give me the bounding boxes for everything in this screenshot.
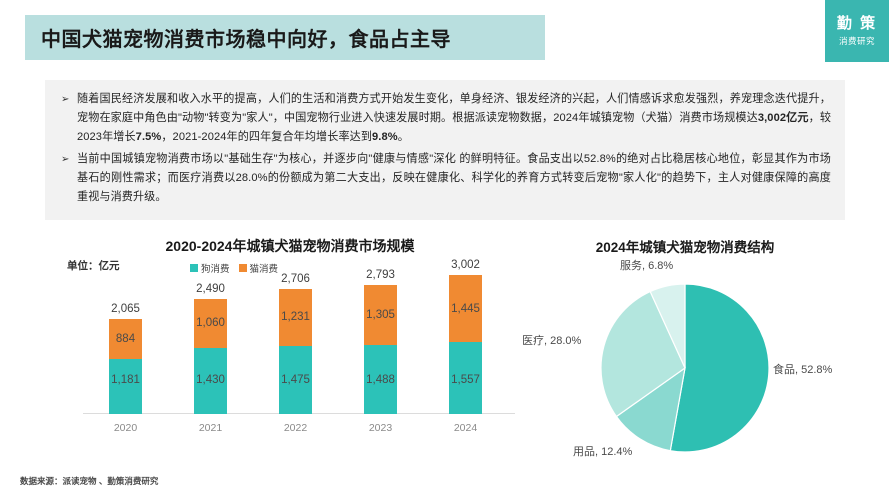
summary-text-box: ➢ 随着国民经济发展和收入水平的提高，人们的生活和消费方式开始发生变化，单身经济… (45, 80, 845, 220)
pie-label-supplies: 用品, 12.4% (573, 446, 633, 458)
legend-item-dog: 狗消费 (190, 261, 230, 275)
source-note: 数据来源：派读宠物 、勤策消费研究 (20, 476, 159, 486)
legend-swatch-cat (238, 264, 247, 272)
legend-item-cat: 猫消费 (238, 261, 279, 275)
pie-label-medical: 医疗, 28.0% (522, 335, 582, 347)
x-axis-label: 2024 (453, 422, 478, 434)
bar-total-label: 2,793 (366, 268, 395, 281)
bar-column: 2,706 1,231 1,475 2022 (253, 267, 338, 434)
bullet-arrow-icon: ➢ (61, 154, 70, 165)
legend-label-cat: 猫消费 (249, 264, 279, 275)
bar-segment-cat: 1,231 (279, 288, 312, 346)
x-axis-label: 2023 (368, 422, 393, 434)
bar-segment-label-cat: 1,305 (366, 309, 395, 322)
bar-chart-panel: 2020-2024年城镇犬猫宠物消费市场规模 单位：亿元 狗消费 猫消费 2,0… (55, 228, 515, 468)
bullet-text: 当前中国城镇宠物消费市场以"基础生存"为核心，并逐步向"健康与情感"深化 的鲜明… (77, 153, 831, 203)
bar-stack: 1,060 1,430 (194, 298, 227, 414)
bar-chart-title: 2020-2024年城镇犬猫宠物消费市场规模 (165, 238, 415, 254)
bar-segment-dog: 1,430 (194, 347, 227, 414)
bullet-arrow-icon: ➢ (61, 94, 70, 105)
pie-chart-title: 2024年城镇犬猫宠物消费结构 (595, 240, 775, 255)
bar-segment-label-cat: 1,231 (281, 311, 310, 324)
pie-chart-panel: 2024年城镇犬猫宠物消费结构 食品, 52.8% 医疗, 28.0% 用品, … (520, 228, 889, 478)
bar-stack: 1,445 1,557 (449, 275, 482, 414)
pie-label-food: 食品, 52.8% (773, 364, 833, 376)
bar-segment-cat: 1,060 (194, 298, 227, 348)
x-axis-label: 2020 (113, 422, 138, 434)
bar-segment-dog: 1,557 (449, 342, 482, 414)
bar-stack: 884 1,181 (109, 318, 142, 414)
bar-total-label: 2,490 (196, 282, 225, 295)
bar-column: 2,065 884 1,181 2020 (83, 297, 168, 434)
bar-segment-cat: 1,445 (449, 275, 482, 342)
bar-total-label: 2,706 (281, 272, 310, 285)
page-title: 中国犬猫宠物消费市场稳中向好，食品占主导 (41, 29, 451, 51)
bar-total-label: 3,002 (451, 259, 480, 272)
bullet-text: 随着国民经济发展和收入水平的提高，人们的生活和消费方式开始发生变化，单身经济、银… (77, 93, 832, 143)
bar-stack: 1,231 1,475 (279, 288, 312, 414)
bar-chart-unit-label: 单位：亿元 (67, 260, 120, 272)
pie-label-service: 服务, 6.8% (620, 260, 674, 272)
bar-segment-cat: 884 (109, 318, 142, 360)
x-axis-label: 2022 (283, 422, 308, 434)
bar-stack: 1,305 1,488 (364, 284, 397, 414)
bar-segment-label-cat: 1,445 (451, 302, 480, 315)
bar-segment-cat: 1,305 (364, 284, 397, 346)
bullet-item: ➢ 当前中国城镇宠物消费市场以"基础生存"为核心，并逐步向"健康与情感"深化 的… (59, 150, 831, 207)
brand-logo-main: 勤 策 (836, 15, 878, 33)
pie-chart-plot (600, 283, 770, 453)
bar-column: 2,793 1,305 1,488 2023 (338, 263, 423, 434)
bar-segment-label-dog: 1,488 (366, 374, 395, 386)
bar-total-label: 2,065 (111, 302, 140, 315)
bar-segment-dog: 1,181 (109, 359, 142, 414)
legend-swatch-dog (190, 264, 198, 272)
header-band: 中国犬猫宠物消费市场稳中向好，食品占主导 (25, 15, 545, 60)
bar-segment-label-cat: 884 (115, 332, 136, 345)
x-axis-label: 2021 (198, 422, 223, 434)
bar-column: 2,490 1,060 1,430 2021 (168, 277, 253, 434)
bar-segment-label-dog: 1,430 (196, 374, 225, 386)
brand-logo-sub: 消费研究 (838, 35, 875, 46)
pie-svg (600, 283, 770, 453)
bar-segment-label-dog: 1,181 (111, 374, 140, 386)
legend-label-dog: 狗消费 (201, 264, 230, 275)
bar-chart-plot: 2,065 884 1,181 2020 2,490 1,060 1,430 2021 2,70… (83, 258, 515, 436)
bar-segment-label-dog: 1,557 (451, 374, 480, 386)
bar-segment-dog: 1,475 (279, 345, 312, 414)
bar-chart-legend: 狗消费 猫消费 (190, 261, 278, 275)
bar-segment-dog: 1,488 (364, 345, 397, 414)
bar-segment-label-cat: 1,060 (196, 317, 225, 330)
pie-slice-食品 (669, 283, 770, 453)
bar-segment-label-dog: 1,475 (281, 374, 310, 386)
bar-column: 3,002 1,445 1,557 2024 (423, 253, 508, 434)
pie-slice-用品 (615, 366, 686, 452)
pie-slice-服务 (649, 283, 686, 369)
brand-logo: 勤 策 消费研究 (825, 0, 889, 62)
bullet-item: ➢ 随着国民经济发展和收入水平的提高，人们的生活和消费方式开始发生变化，单身经济… (59, 90, 831, 147)
